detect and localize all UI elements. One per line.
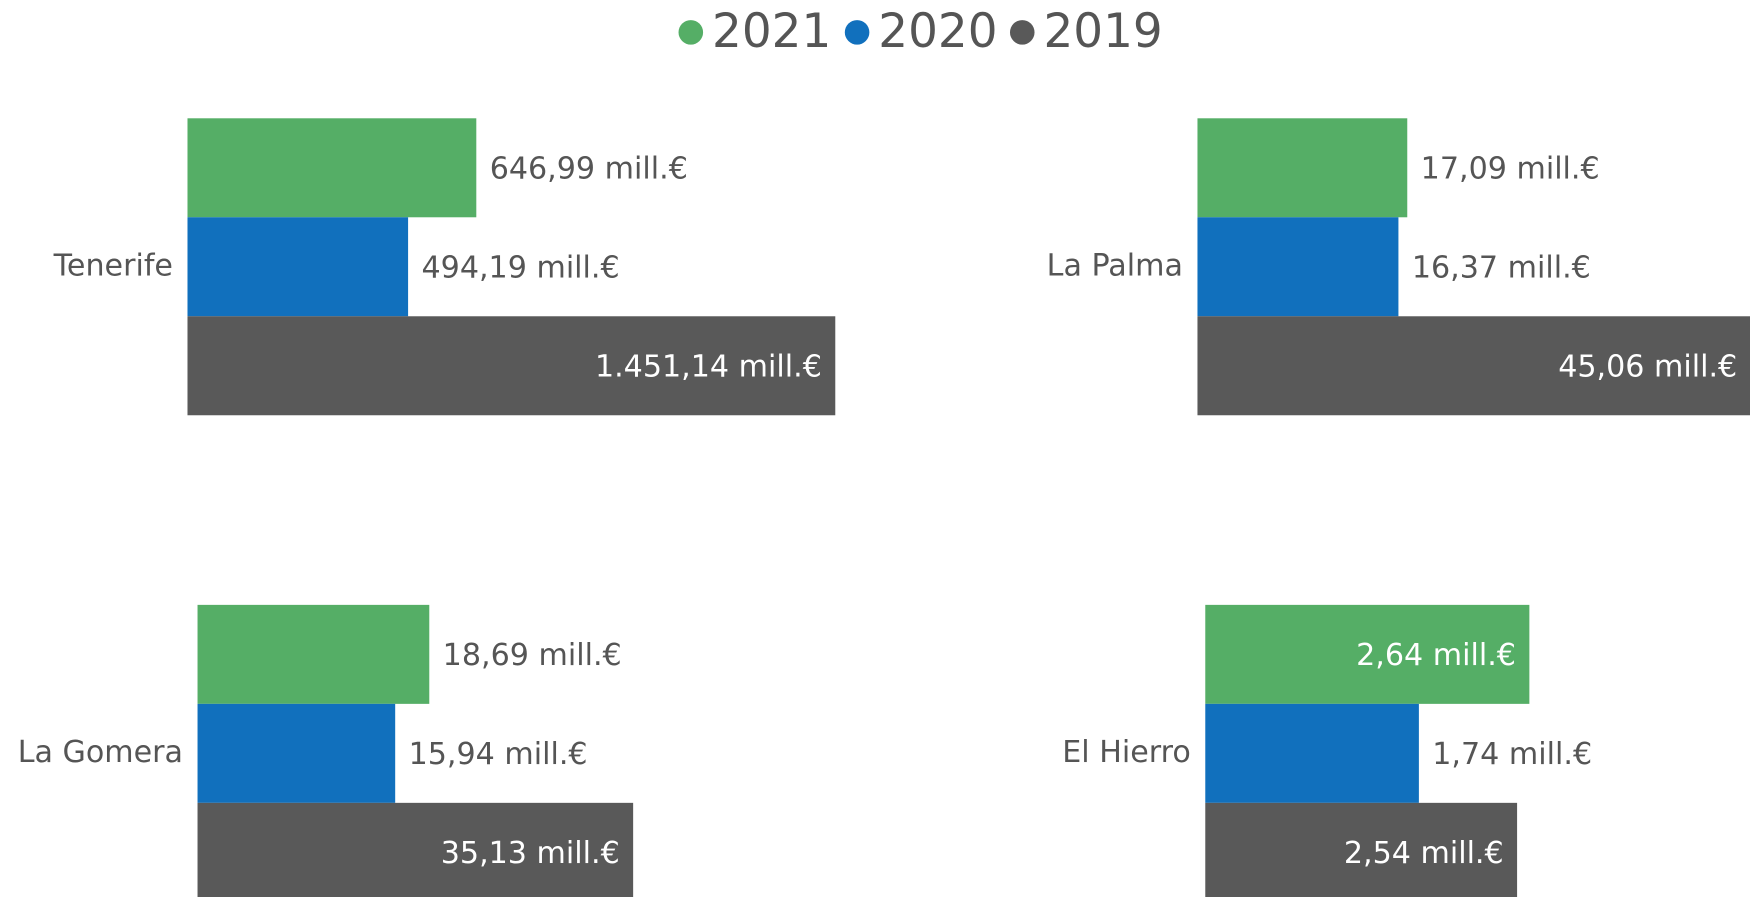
bar <box>197 802 634 897</box>
data-label: 1,74 mill.€ <box>1432 737 1592 772</box>
category-label: Tenerife <box>53 248 173 283</box>
bar <box>1197 118 1408 218</box>
category-label: La Gomera <box>18 735 183 770</box>
bar <box>187 217 409 317</box>
data-label: 646,99 mill.€ <box>490 152 688 187</box>
bar <box>187 316 836 416</box>
legend-marker <box>844 20 870 45</box>
legend-marker <box>1009 20 1035 45</box>
data-label: 2,64 mill.€ <box>1356 638 1516 673</box>
data-label: 1.451,14 mill.€ <box>595 350 822 385</box>
category-label: El Hierro <box>1062 735 1191 770</box>
bar <box>1205 802 1518 897</box>
bar <box>197 703 396 803</box>
legend-label: 2020 <box>878 4 997 59</box>
data-label: 2,54 mill.€ <box>1344 836 1504 871</box>
data-label: 494,19 mill.€ <box>421 251 619 286</box>
bar <box>1197 316 1750 416</box>
legend-marker <box>678 20 704 45</box>
data-label: 18,69 mill.€ <box>443 638 622 673</box>
bar <box>197 604 430 704</box>
legend-label: 2021 <box>712 4 831 59</box>
bar <box>1197 217 1399 317</box>
bar <box>187 118 477 218</box>
category-label: La Palma <box>1047 248 1183 283</box>
data-label: 35,13 mill.€ <box>441 836 620 871</box>
data-label: 17,09 mill.€ <box>1421 152 1600 187</box>
data-label: 45,06 mill.€ <box>1558 350 1737 385</box>
legend-label: 2019 <box>1043 4 1162 59</box>
data-label: 16,37 mill.€ <box>1412 251 1591 286</box>
bar <box>1205 604 1530 704</box>
chart-area: 2021 2020 2019 Tenerife 646,99 mill.€ 494,19 … <box>18 4 1750 897</box>
bar <box>1205 703 1419 803</box>
data-label: 15,94 mill.€ <box>409 737 588 772</box>
